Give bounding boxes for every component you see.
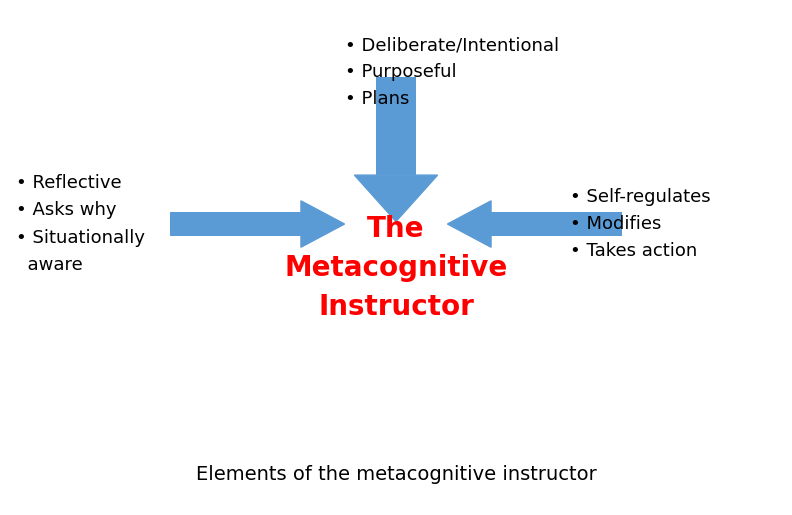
Text: Elements of the metacognitive instructor: Elements of the metacognitive instructor <box>196 465 596 484</box>
Polygon shape <box>301 201 345 247</box>
Bar <box>376 77 416 175</box>
Text: • Reflective
• Asks why
• Situationally
  aware: • Reflective • Asks why • Situationally … <box>16 175 145 273</box>
Text: The
Metacognitive
Instructor: The Metacognitive Instructor <box>284 215 508 321</box>
Polygon shape <box>447 201 491 247</box>
Bar <box>491 212 622 236</box>
Bar <box>170 212 301 236</box>
Polygon shape <box>355 175 437 221</box>
Text: • Self-regulates
• Modifies
• Takes action: • Self-regulates • Modifies • Takes acti… <box>570 188 711 260</box>
Text: • Deliberate/Intentional
• Purposeful
• Plans: • Deliberate/Intentional • Purposeful • … <box>345 36 558 108</box>
